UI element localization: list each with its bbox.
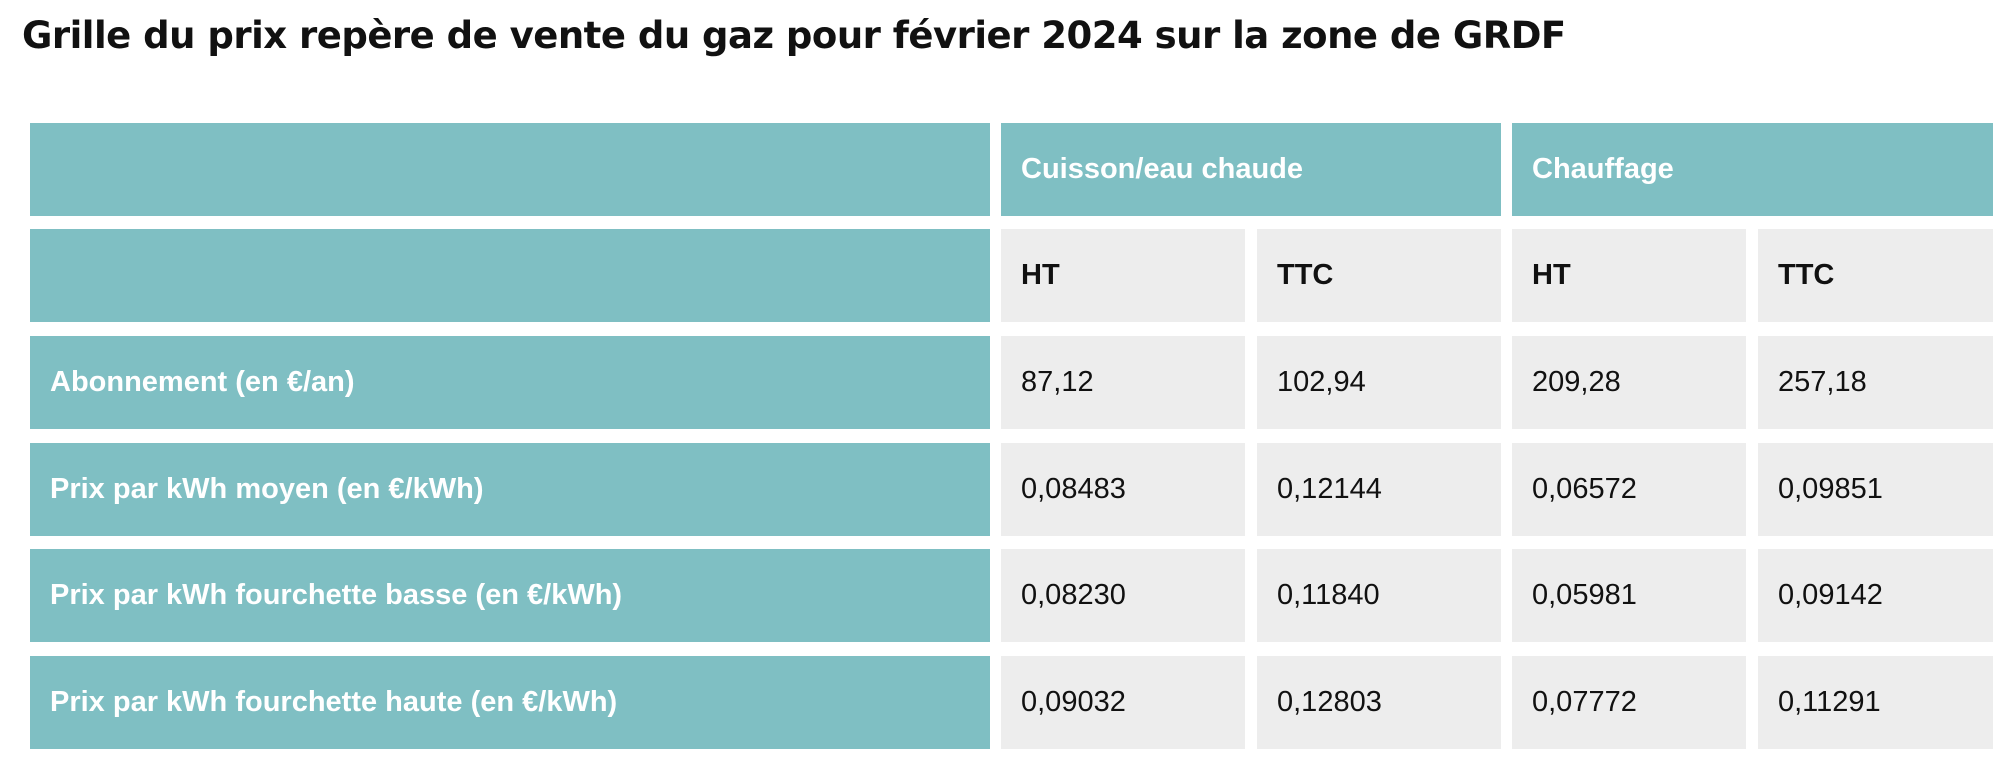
table-cell: 0,06572 (1512, 443, 1746, 536)
subheader-chauffage-ttc: TTC (1758, 229, 1993, 322)
table-cell: 0,11840 (1257, 549, 1501, 642)
row-label-fourchette-haute: Prix par kWh fourchette haute (en €/kWh) (30, 656, 990, 749)
table-cell: 257,18 (1758, 336, 1993, 429)
row-label-prix-moyen: Prix par kWh moyen (en €/kWh) (30, 443, 990, 536)
table-cell: 0,09851 (1758, 443, 1993, 536)
table-cell: 0,12803 (1257, 656, 1501, 749)
table-cell: 0,07772 (1512, 656, 1746, 749)
group-header-cuisson: Cuisson/eau chaude (1001, 123, 1501, 216)
table-cell: 0,08483 (1001, 443, 1245, 536)
row-label-fourchette-basse: Prix par kWh fourchette basse (en €/kWh) (30, 549, 990, 642)
table-cell: 0,11291 (1758, 656, 1993, 749)
subheader-blank-cell (30, 229, 990, 322)
subheader-chauffage-ht: HT (1512, 229, 1746, 322)
table-cell: 0,05981 (1512, 549, 1746, 642)
page-title: Grille du prix repère de vente du gaz po… (22, 14, 1566, 57)
row-label-abonnement: Abonnement (en €/an) (30, 336, 990, 429)
group-header-chauffage: Chauffage (1512, 123, 1993, 216)
table-cell: 0,09032 (1001, 656, 1245, 749)
table-cell: 0,08230 (1001, 549, 1245, 642)
header-blank-cell (30, 123, 990, 216)
table-cell: 0,09142 (1758, 549, 1993, 642)
subheader-cuisson-ttc: TTC (1257, 229, 1501, 322)
table-cell: 87,12 (1001, 336, 1245, 429)
table-cell: 0,12144 (1257, 443, 1501, 536)
table-cell: 209,28 (1512, 336, 1746, 429)
table-cell: 102,94 (1257, 336, 1501, 429)
subheader-cuisson-ht: HT (1001, 229, 1245, 322)
